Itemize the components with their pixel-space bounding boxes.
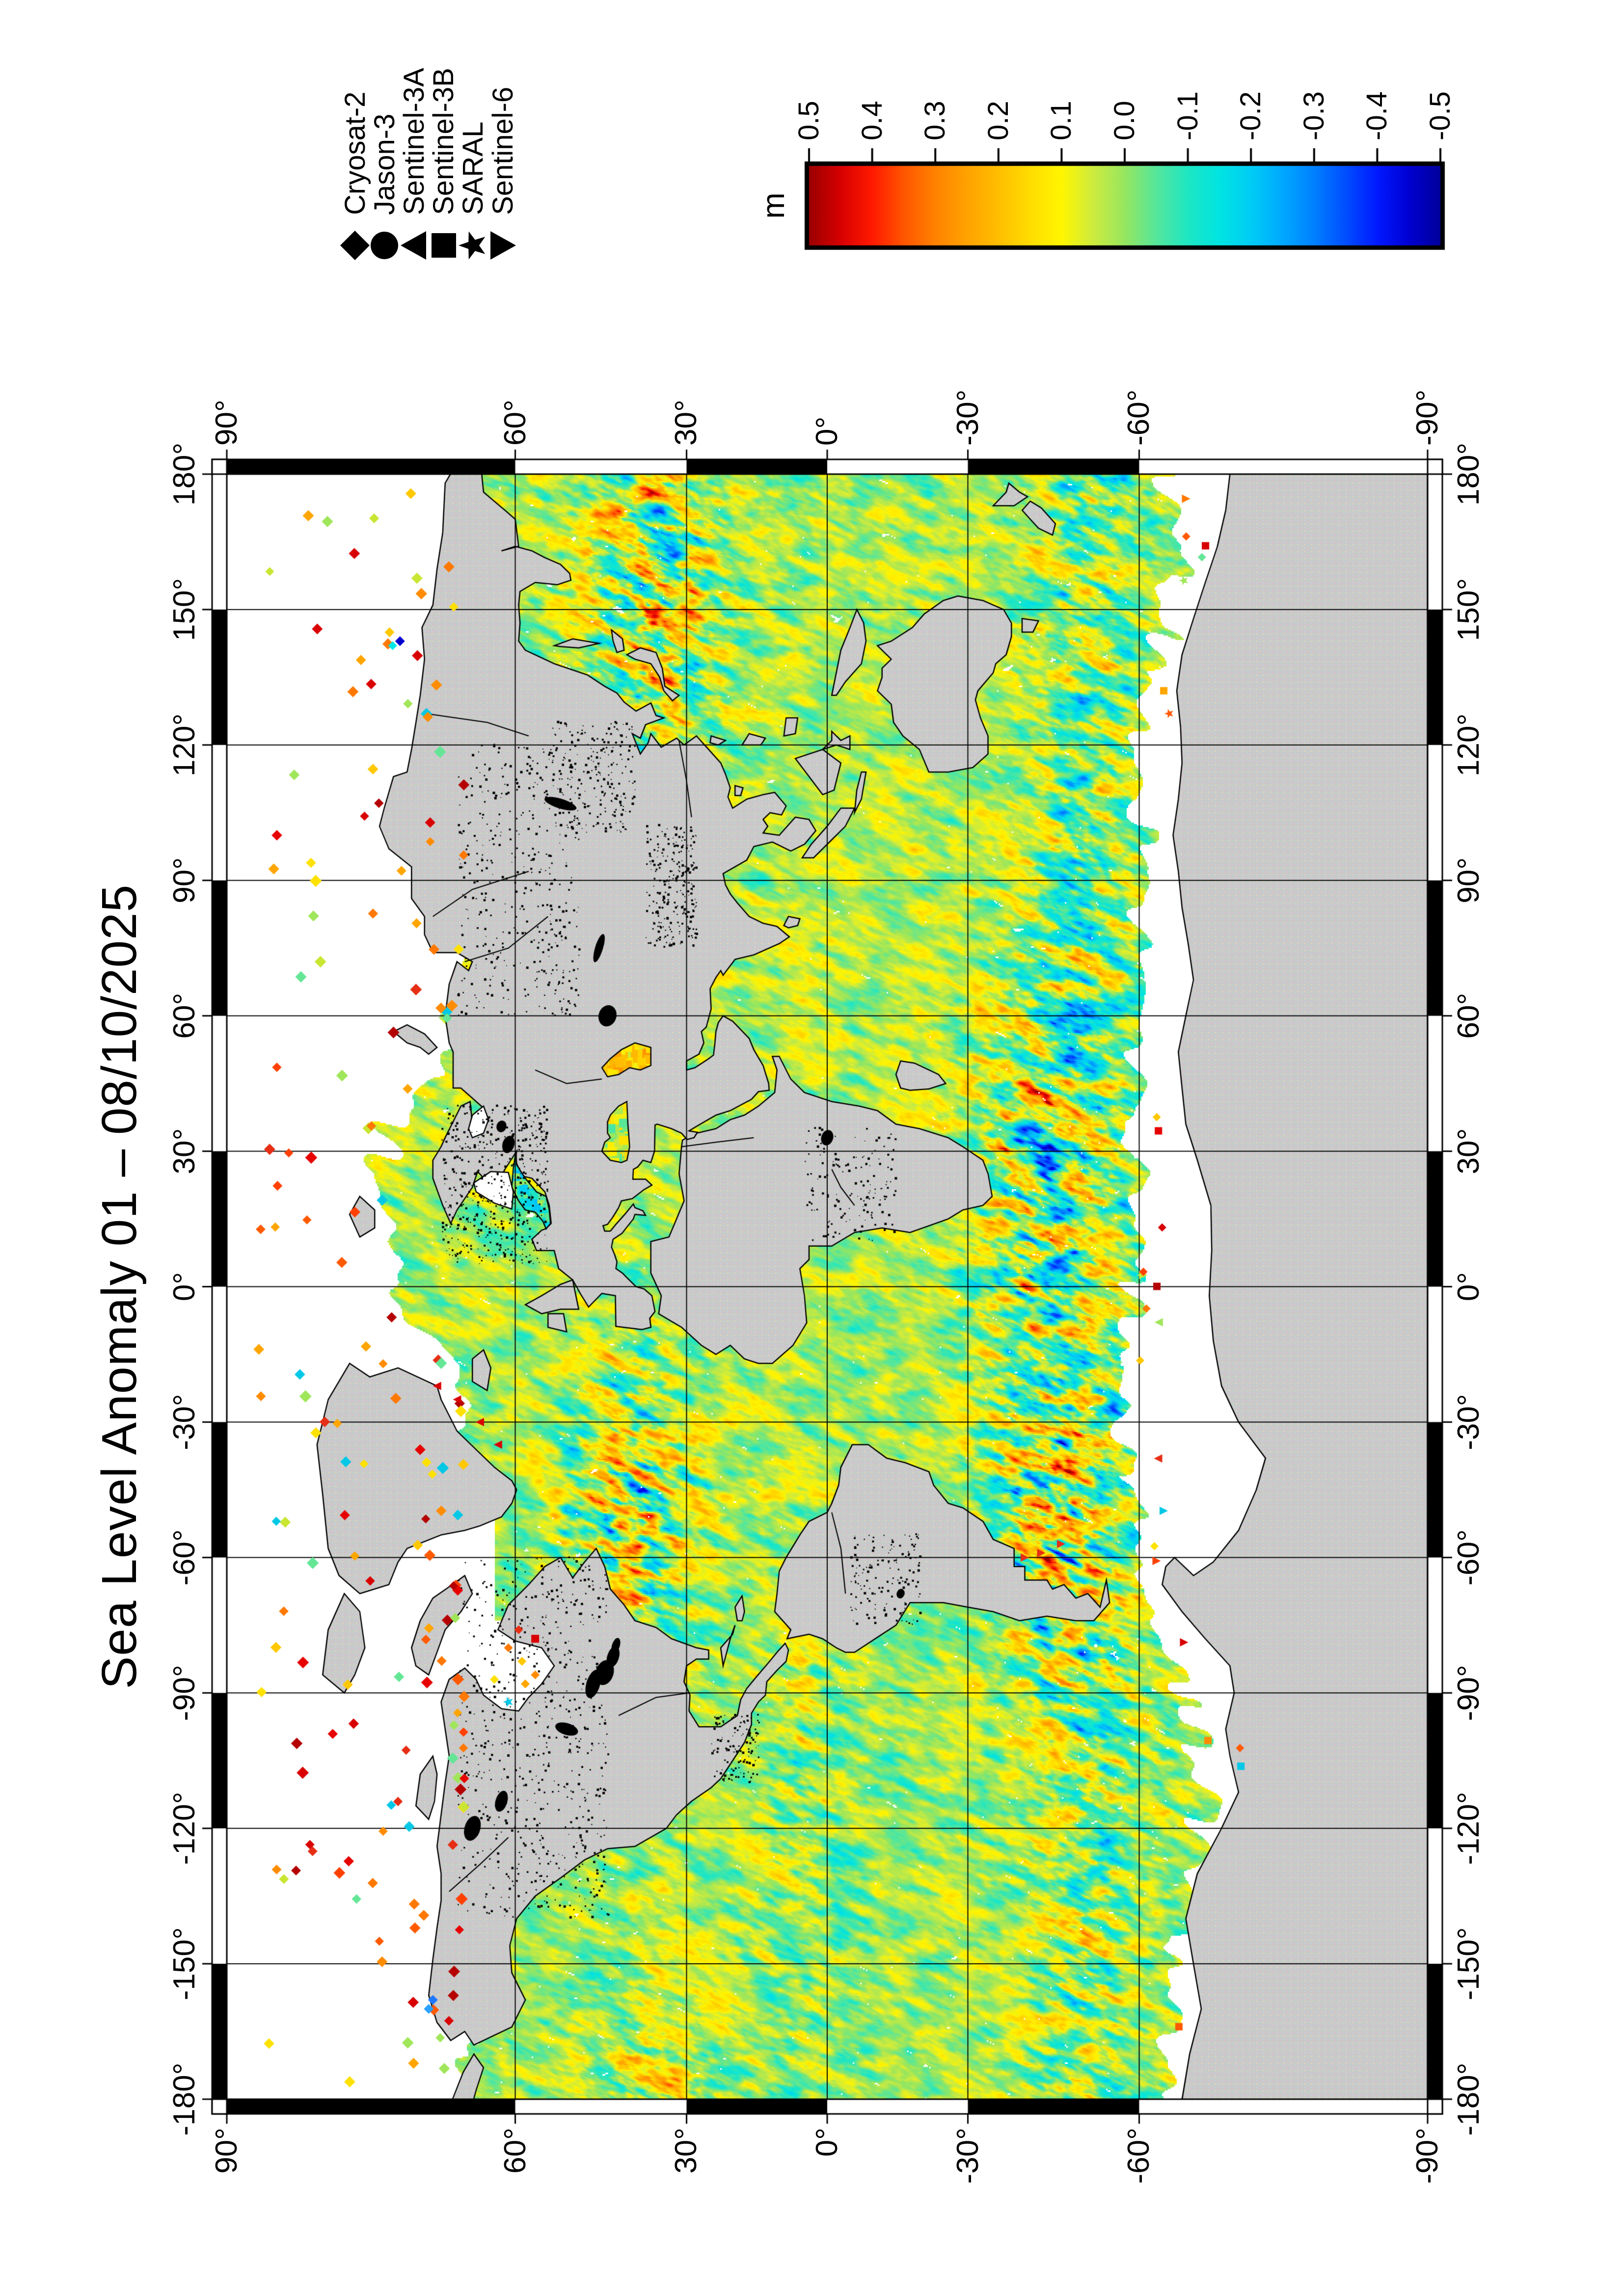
- lon-tick-label-top: 150°: [167, 578, 201, 641]
- legend-entry-jason-3: Jason-3: [368, 113, 401, 261]
- legend-symbol-triangle-down-icon: [490, 231, 516, 260]
- lat-tick-label-left: -90°: [1410, 2128, 1444, 2184]
- lon-tick-label-top: 120°: [167, 713, 201, 776]
- lat-tick-label-right: -30°: [950, 389, 985, 446]
- colorbar-tick-label: -0.5: [1424, 91, 1456, 140]
- legend-entry-cryosat-2: Cryosat-2: [339, 92, 371, 261]
- lon-tick-label-bottom: -60°: [1452, 1529, 1486, 1586]
- legend-mission-label: Jason-3: [368, 113, 401, 215]
- lon-tick-label-bottom: 30°: [1452, 1128, 1486, 1175]
- lat-tick-label-left: 60°: [498, 2128, 532, 2174]
- colorbar-tick-label: -0.1: [1171, 91, 1204, 140]
- legend-entry-sentinel-3a: Sentinel-3A: [398, 68, 430, 261]
- lon-tick-label-bottom: 0°: [1452, 1272, 1486, 1302]
- colorbar-tick-label: -0.2: [1235, 91, 1267, 140]
- colorbar-tick-label: 0.0: [1109, 101, 1140, 140]
- lat-tick-label-left: 0°: [810, 2128, 844, 2157]
- lat-tick-label-right: -90°: [1410, 389, 1444, 446]
- lat-tick-label-right: -60°: [1122, 389, 1156, 446]
- lon-tick-label-top: 90°: [167, 857, 201, 904]
- legend-mission-label: Sentinel-6: [487, 86, 519, 215]
- lon-tick-label-bottom: -120°: [1452, 1791, 1486, 1865]
- lon-tick-label-top: -150°: [167, 1927, 201, 2001]
- legend-symbol-star-icon: [458, 231, 486, 260]
- lon-tick-label-bottom: -90°: [1452, 1665, 1486, 1721]
- colorbar-tick-label: 0.1: [1045, 101, 1078, 140]
- lon-tick-label-bottom: 180°: [1452, 442, 1486, 506]
- lon-tick-label-bottom: 90°: [1452, 857, 1486, 904]
- colorbar-tick-label: -0.3: [1298, 91, 1330, 140]
- lon-tick-label-top: 180°: [167, 442, 201, 506]
- lat-tick-label-right: 0°: [810, 416, 844, 446]
- legend-entry-sentinel-6: Sentinel-6: [487, 86, 519, 261]
- legend-symbol-triangle-up-icon: [401, 231, 427, 260]
- legend-symbol-square-icon: [431, 233, 456, 258]
- legend-symbol-diamond-icon: [340, 231, 370, 260]
- figure-title: Sea Level Anomaly 01 – 08/10/2025: [92, 884, 147, 1689]
- lat-tick-label-left: 30°: [669, 2128, 703, 2174]
- lat-tick-label-right: 90°: [210, 400, 243, 446]
- legend-entry-saral: SARAL: [457, 121, 489, 261]
- lat-tick-label-left: 90°: [210, 2128, 243, 2174]
- lon-tick-label-top: 60°: [167, 992, 201, 1039]
- lon-tick-label-top: -90°: [167, 1665, 201, 1721]
- lat-tick-label-right: 30°: [669, 400, 703, 446]
- colorbar-tick-label: 0.4: [856, 101, 888, 140]
- lat-tick-label-left: -30°: [950, 2128, 985, 2184]
- colorbar-tick-label: 0.3: [919, 101, 951, 140]
- lon-tick-label-bottom: 120°: [1452, 713, 1486, 776]
- colorbar-unit-label: m: [756, 192, 791, 219]
- colorbar-tick-label: -0.4: [1361, 91, 1393, 140]
- lon-tick-label-top: -180°: [167, 2062, 201, 2136]
- lon-tick-label-top: -30°: [167, 1394, 201, 1450]
- lon-tick-label-top: -120°: [167, 1791, 201, 1865]
- legend-mission-label: Cryosat-2: [339, 91, 371, 215]
- legend-mission-label: Sentinel-3A: [398, 68, 430, 215]
- lon-tick-label-top: -60°: [167, 1529, 201, 1586]
- legend-mission-label: Sentinel-3B: [428, 68, 460, 215]
- lat-tick-label-left: -60°: [1122, 2128, 1156, 2184]
- lon-tick-label-bottom: 150°: [1452, 578, 1486, 641]
- lon-tick-label-top: 0°: [167, 1272, 201, 1302]
- colorbar-tick-label: 0.5: [793, 101, 825, 140]
- lon-tick-label-bottom: 60°: [1452, 992, 1486, 1039]
- legend-mission-label: SARAL: [457, 121, 489, 215]
- lon-tick-label-top: 30°: [167, 1128, 201, 1175]
- legend-entry-sentinel-3b: Sentinel-3B: [428, 68, 460, 261]
- lon-tick-label-bottom: -150°: [1452, 1927, 1486, 2001]
- lat-tick-label-right: 60°: [498, 400, 532, 446]
- lon-tick-label-bottom: -180°: [1452, 2062, 1486, 2136]
- colorbar-tick-label: 0.2: [982, 101, 1014, 140]
- legend-symbol-circle-icon: [371, 232, 399, 259]
- lon-tick-label-bottom: -30°: [1452, 1394, 1486, 1450]
